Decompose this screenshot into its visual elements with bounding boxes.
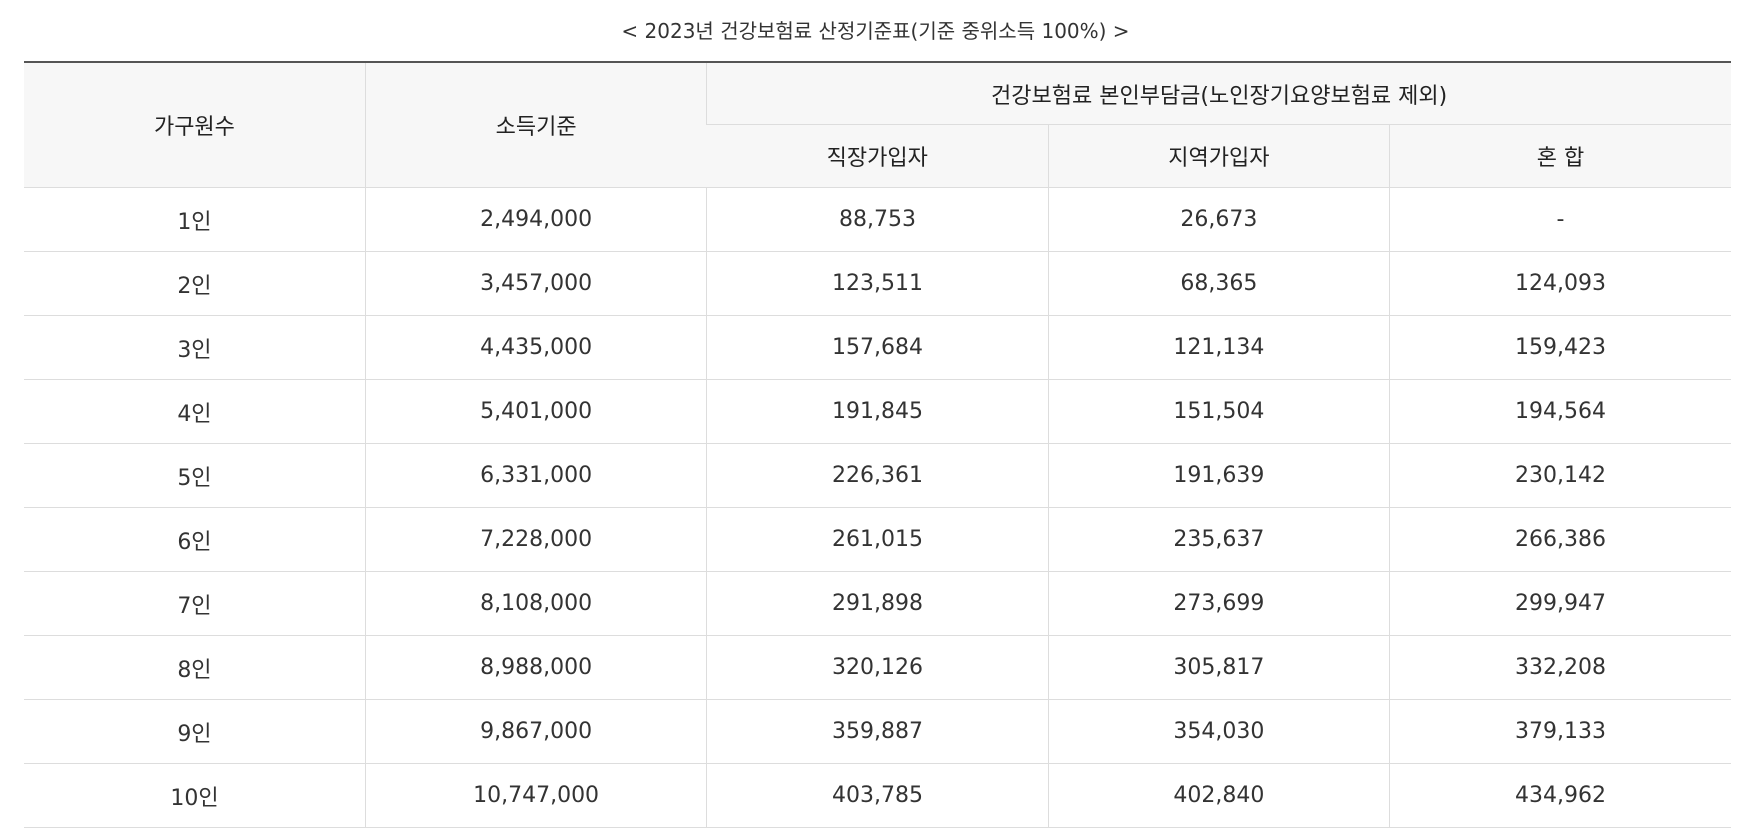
cell-regional: 26,673 (1047, 187, 1390, 252)
cell-household: 5인 (24, 443, 366, 508)
cell-household: 2인 (24, 251, 366, 316)
cell-mixed: 434,962 (1389, 763, 1731, 828)
cell-household: 9인 (24, 699, 366, 764)
cell-workplace: 261,015 (706, 507, 1049, 572)
header-workplace: 직장가입자 (706, 124, 1049, 188)
cell-mixed: - (1389, 187, 1731, 252)
cell-workplace: 359,887 (706, 699, 1049, 764)
table-row: 7인 8,108,000 291,898 273,699 299,947 (24, 571, 1731, 636)
cell-regional: 354,030 (1047, 699, 1390, 764)
cell-mixed: 194,564 (1389, 379, 1731, 444)
header-income: 소득기준 (364, 61, 707, 188)
cell-household: 7인 (24, 571, 366, 636)
cell-regional: 235,637 (1047, 507, 1390, 572)
cell-income: 7,228,000 (364, 507, 707, 572)
cell-regional: 121,134 (1047, 315, 1390, 380)
cell-mixed: 332,208 (1389, 635, 1731, 700)
table-body: 1인 2,494,000 88,753 26,673 - 2인 3,457,00… (24, 187, 1731, 828)
cell-income: 8,108,000 (364, 571, 707, 636)
cell-income: 9,867,000 (364, 699, 707, 764)
cell-income: 3,457,000 (364, 251, 707, 316)
header-premium-group: 건강보험료 본인부담금(노인장기요양보험료 제외) (706, 61, 1731, 125)
cell-mixed: 299,947 (1389, 571, 1731, 636)
table-row: 10인 10,747,000 403,785 402,840 434,962 (24, 763, 1731, 828)
cell-workplace: 191,845 (706, 379, 1049, 444)
header-row-sub: 직장가입자 지역가입자 혼 합 (24, 124, 1731, 188)
table-row: 5인 6,331,000 226,361 191,639 230,142 (24, 443, 1731, 508)
table-caption: < 2023년 건강보험료 산정기준표(기준 중위소득 100%) > (621, 19, 1130, 43)
cell-workplace: 226,361 (706, 443, 1049, 508)
cell-household: 10인 (24, 763, 366, 828)
table-header: 가구원수 소득기준 건강보험료 본인부담금(노인장기요양보험료 제외) 직장가입… (24, 61, 1731, 188)
cell-workplace: 320,126 (706, 635, 1049, 700)
cell-workplace: 88,753 (706, 187, 1049, 252)
table-row: 2인 3,457,000 123,511 68,365 124,093 (24, 251, 1731, 316)
cell-household: 6인 (24, 507, 366, 572)
cell-income: 4,435,000 (364, 315, 707, 380)
cell-regional: 191,639 (1047, 443, 1390, 508)
header-household: 가구원수 (24, 61, 366, 188)
cell-mixed: 159,423 (1389, 315, 1731, 380)
cell-workplace: 403,785 (706, 763, 1049, 828)
cell-income: 10,747,000 (364, 763, 707, 828)
table-row: 1인 2,494,000 88,753 26,673 - (24, 187, 1731, 252)
table-row: 6인 7,228,000 261,015 235,637 266,386 (24, 507, 1731, 572)
cell-regional: 273,699 (1047, 571, 1390, 636)
cell-workplace: 123,511 (706, 251, 1049, 316)
cell-household: 1인 (24, 187, 366, 252)
cell-regional: 305,817 (1047, 635, 1390, 700)
cell-household: 8인 (24, 635, 366, 700)
header-row-top: 가구원수 소득기준 건강보험료 본인부담금(노인장기요양보험료 제외) (24, 61, 1731, 188)
cell-workplace: 291,898 (706, 571, 1049, 636)
header-regional: 지역가입자 (1047, 124, 1390, 188)
cell-regional: 402,840 (1047, 763, 1390, 828)
cell-household: 3인 (24, 315, 366, 380)
table-row: 4인 5,401,000 191,845 151,504 194,564 (24, 379, 1731, 444)
cell-income: 5,401,000 (364, 379, 707, 444)
cell-workplace: 157,684 (706, 315, 1049, 380)
premium-table: 가구원수 소득기준 건강보험료 본인부담금(노인장기요양보험료 제외) 직장가입… (24, 61, 1731, 828)
table-row: 9인 9,867,000 359,887 354,030 379,133 (24, 699, 1731, 764)
cell-income: 6,331,000 (364, 443, 707, 508)
cell-mixed: 379,133 (1389, 699, 1731, 764)
cell-mixed: 266,386 (1389, 507, 1731, 572)
cell-regional: 68,365 (1047, 251, 1390, 316)
header-mixed: 혼 합 (1389, 124, 1731, 188)
cell-income: 8,988,000 (364, 635, 707, 700)
cell-mixed: 124,093 (1389, 251, 1731, 316)
cell-regional: 151,504 (1047, 379, 1390, 444)
cell-household: 4인 (24, 379, 366, 444)
cell-mixed: 230,142 (1389, 443, 1731, 508)
cell-income: 2,494,000 (364, 187, 707, 252)
table-row: 8인 8,988,000 320,126 305,817 332,208 (24, 635, 1731, 700)
table-row: 3인 4,435,000 157,684 121,134 159,423 (24, 315, 1731, 380)
